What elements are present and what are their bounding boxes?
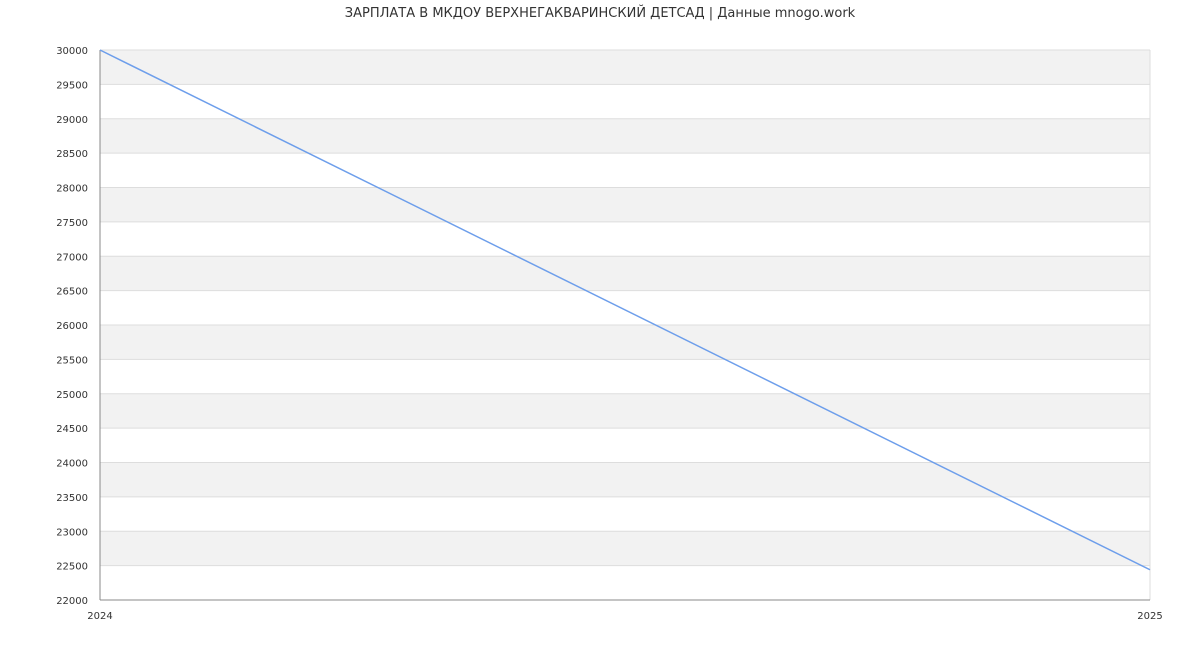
grid-band	[100, 118, 1150, 154]
grid-band	[100, 290, 1150, 325]
y-tick-label: 24500	[56, 424, 88, 435]
chart-title: ЗАРПЛАТА В МКДОУ ВЕРХНЕГАКВАРИНСКИЙ ДЕТС…	[344, 6, 856, 21]
y-tick-label: 29500	[56, 80, 88, 91]
y-tick-label: 28000	[56, 184, 88, 195]
grid-band	[100, 496, 1150, 532]
x-tick-label: 2024	[87, 611, 112, 622]
y-tick-label: 26000	[56, 321, 88, 332]
y-tick-label: 25000	[56, 390, 88, 401]
y-tick-label: 22000	[56, 596, 88, 607]
grid-band	[100, 325, 1150, 360]
y-tick-label: 30000	[56, 46, 88, 57]
grid-band	[100, 153, 1150, 188]
grid-band	[100, 565, 1150, 600]
grid-band	[100, 462, 1150, 497]
x-tick-label: 2025	[1137, 611, 1162, 622]
grid-band	[100, 84, 1150, 119]
grid-band	[100, 531, 1150, 566]
series-line	[99, 49, 1151, 571]
grid-band	[100, 187, 1150, 222]
y-tick-label: 28500	[56, 149, 88, 160]
y-tick-label: 23000	[56, 527, 88, 538]
y-tick-label: 29000	[56, 115, 88, 126]
y-tick-label: 26500	[56, 287, 88, 298]
y-tick-label: 24000	[56, 459, 88, 470]
grid-band	[100, 359, 1150, 394]
y-tick-label: 22500	[56, 562, 88, 573]
grid-band	[100, 50, 1150, 85]
grid-band	[100, 393, 1150, 429]
y-tick-label: 27500	[56, 218, 88, 229]
grid-band	[100, 256, 1150, 291]
y-tick-label: 27000	[56, 252, 88, 263]
grid-band	[100, 221, 1150, 257]
y-tick-label: 23500	[56, 493, 88, 504]
y-tick-label: 25500	[56, 355, 88, 366]
grid-band	[100, 428, 1150, 463]
